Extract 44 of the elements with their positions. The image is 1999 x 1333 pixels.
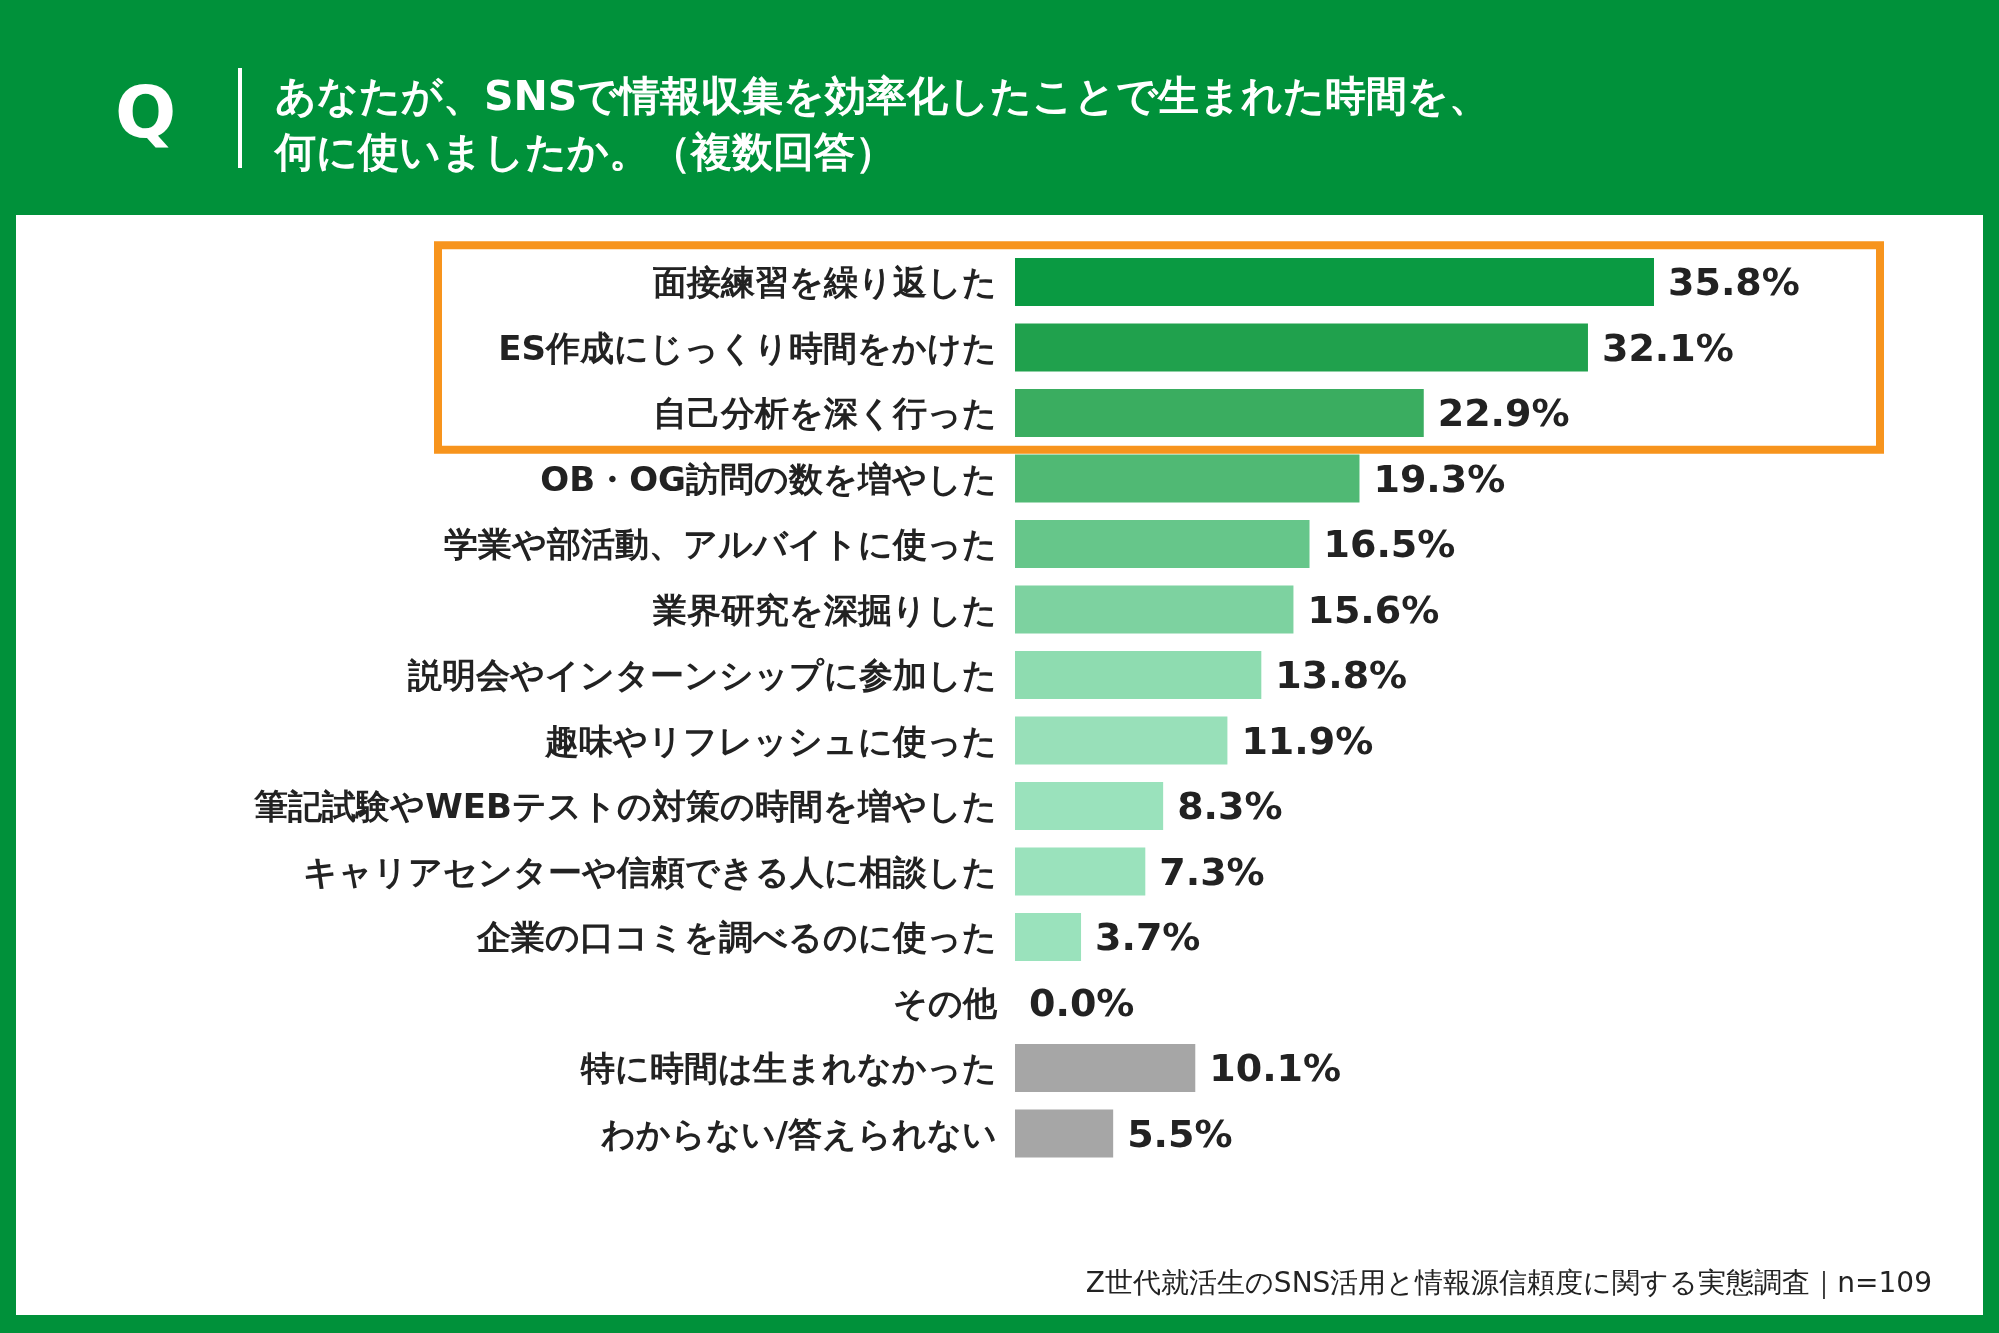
bar	[1015, 716, 1228, 765]
bar	[1015, 389, 1424, 437]
data-label: 19.3%	[1373, 456, 1506, 501]
data-label: 15.6%	[1307, 587, 1440, 632]
data-label: 3.7%	[1095, 915, 1201, 959]
y-tick-label: わからない/答えられない	[600, 1113, 997, 1154]
y-tick-label: 説明会やインターンシップに参加した	[407, 655, 997, 695]
y-tick-label: キャリアセンターや信頼できる人に相談した	[303, 851, 997, 892]
data-label: 0.0%	[1029, 980, 1135, 1025]
data-label: 11.9%	[1241, 718, 1374, 763]
bar	[1015, 1044, 1196, 1092]
data-label: 22.9%	[1437, 391, 1570, 435]
text: Z世代就活生のSNS活用と情報源信頼度に関する実態調査｜n=109	[1085, 1266, 1932, 1299]
bar	[1015, 847, 1146, 896]
y-tick-label: 特に時間は生まれなかった	[580, 1048, 997, 1088]
y-tick-label: 趣味やリフレッシュに使った	[544, 720, 997, 761]
bar	[1015, 258, 1654, 306]
bar	[1015, 520, 1310, 568]
data-label: 5.5%	[1127, 1111, 1233, 1156]
bar	[1015, 323, 1588, 372]
y-tick-label: 自己分析を深く行った	[653, 393, 997, 433]
y-tick-label: その他	[893, 982, 998, 1023]
data-label: 35.8%	[1668, 260, 1800, 304]
text: Q	[115, 70, 177, 154]
bar	[1015, 454, 1360, 503]
y-tick-label: 学業や部活動、アルバイトに使った	[444, 524, 997, 564]
data-label: 13.8%	[1275, 653, 1408, 697]
y-tick-label: 面接練習を繰り返した	[653, 262, 997, 302]
y-tick-label: 業界研究を深掘りした	[652, 589, 997, 630]
y-tick-label: 企業の口コミを調べるのに使った	[476, 917, 997, 957]
bar	[1015, 585, 1294, 634]
bar	[1015, 1109, 1114, 1158]
chart-title: あなたが、SNSで情報収集を効率化したことで生まれた時間を、何に使いましたか。（複数回答）	[275, 71, 1492, 178]
bar	[1015, 913, 1082, 961]
y-tick-label: ES作成にじっくり時間をかけた	[498, 327, 997, 368]
y-tick-label: OB・OG訪問の数を増やした	[540, 458, 997, 499]
data-label: 10.1%	[1209, 1046, 1342, 1090]
y-tick-label: 筆記試験やWEBテストの対策の時間を増やした	[253, 786, 997, 826]
bar	[1015, 651, 1262, 699]
data-label: 7.3%	[1159, 849, 1265, 894]
data-label: 16.5%	[1323, 522, 1456, 566]
bar	[1015, 782, 1164, 830]
data-label: 8.3%	[1177, 784, 1283, 828]
data-label: 32.1%	[1601, 325, 1734, 370]
